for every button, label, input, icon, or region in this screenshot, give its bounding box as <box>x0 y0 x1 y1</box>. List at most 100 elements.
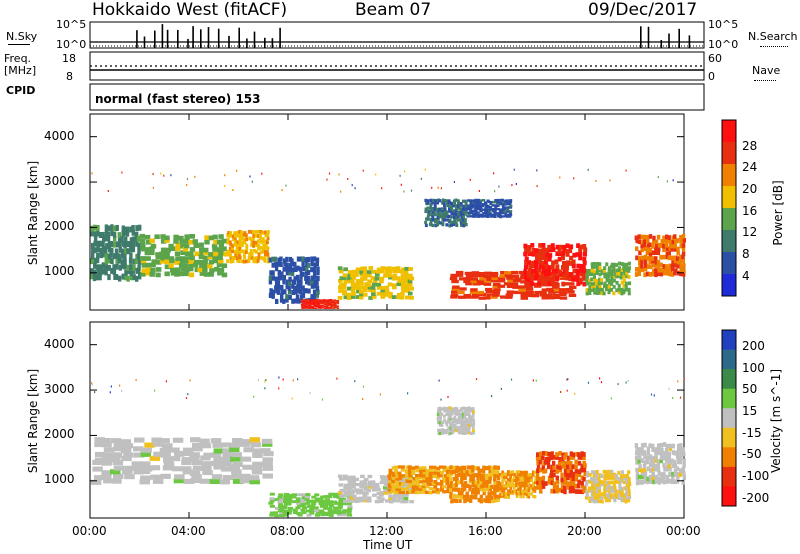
heatmap-cell <box>273 256 278 262</box>
noise-bar-9 <box>207 27 210 48</box>
heatmap-cell <box>534 248 539 253</box>
heatmap-cell <box>445 476 450 480</box>
heatmap-cell <box>577 472 582 477</box>
heatmap-cell <box>585 281 589 286</box>
heatmap-cell <box>391 466 396 470</box>
heatmap-cell <box>333 300 337 302</box>
heatmap-cell <box>640 474 644 480</box>
heatmap-cell <box>436 209 440 213</box>
heatmap-region-9 <box>523 243 588 287</box>
heatmap-cell <box>651 463 655 468</box>
heatmap-cell <box>477 206 481 209</box>
heatmap-cell <box>569 461 573 466</box>
heatmap-cell <box>568 481 572 487</box>
heatmap-cell <box>243 447 254 453</box>
heatmap-cell <box>309 303 312 306</box>
heatmap-cell <box>162 443 173 449</box>
heatmap-cell <box>524 478 527 483</box>
heatmap-cell <box>115 225 119 231</box>
heatmap-cell <box>466 472 470 477</box>
heatmap-cell <box>439 471 444 475</box>
heatmap-cell <box>662 254 666 260</box>
heatmap-cell <box>140 451 151 457</box>
heatmap-cell <box>469 415 473 419</box>
heatmap-cell <box>472 204 476 208</box>
heatmap-cell <box>101 470 112 476</box>
heatmap-cell <box>120 236 124 243</box>
heatmap-cell <box>675 454 680 460</box>
heatmap-cell <box>488 479 492 484</box>
heatmap-cell <box>337 474 343 478</box>
heatmap-cell <box>449 490 453 495</box>
heatmap-cell <box>575 451 579 457</box>
heatmap-cell <box>463 481 468 486</box>
heatmap-cell <box>90 479 102 485</box>
heatmap-cell <box>347 486 353 490</box>
heatmap-cell <box>240 243 244 248</box>
heatmap-cell <box>303 304 306 306</box>
heatmap-cell <box>404 285 410 289</box>
heatmap-cell <box>673 459 677 465</box>
heatmap-cell <box>233 242 237 247</box>
heatmap-cell <box>90 268 94 275</box>
heatmap-cell <box>569 244 574 250</box>
heatmap-cell <box>465 497 470 502</box>
heatmap-cell <box>638 260 642 266</box>
heatmap-cell <box>531 248 536 253</box>
heatmap-cell <box>109 251 113 258</box>
heatmap-cell <box>269 513 275 517</box>
heatmap-cell <box>409 286 414 291</box>
heatmap-cell <box>472 215 476 218</box>
heatmap-cell <box>536 452 540 457</box>
heatmap-cell <box>452 285 460 289</box>
heatmap-cell <box>204 235 210 240</box>
heatmap-cell <box>336 302 340 305</box>
heatmap-cell <box>659 262 663 268</box>
heatmap-cell <box>351 292 356 296</box>
heatmap-cell <box>236 249 240 253</box>
heatmap-cell <box>394 465 399 469</box>
heatmap-cell <box>615 268 619 273</box>
heatmap-cell <box>664 264 669 269</box>
heatmap-cell <box>593 486 597 490</box>
heatmap-cell <box>595 262 599 266</box>
heatmap-cell <box>345 493 351 497</box>
heatmap-cell <box>460 215 464 219</box>
heatmap-cell <box>254 234 258 238</box>
heatmap-cell <box>262 457 273 463</box>
heatmap-cell <box>468 426 471 430</box>
heatmap-cell <box>622 283 626 288</box>
heatmap-cell <box>124 229 128 236</box>
heatmap-cell <box>613 493 617 497</box>
heatmap-cell <box>534 480 537 485</box>
heatmap-cell <box>310 302 314 304</box>
heatmap-cell <box>450 201 453 205</box>
heatmap-cell <box>170 270 177 276</box>
heatmap-cell <box>503 472 506 476</box>
heatmap-cell <box>488 212 492 215</box>
heatmap-cell <box>459 413 463 417</box>
heatmap-cell <box>465 407 469 411</box>
heatmap-cell <box>465 470 469 475</box>
heatmap-cell <box>273 511 279 515</box>
heatmap-cell <box>325 304 329 307</box>
heatmap-cell <box>590 498 594 503</box>
heatmap-cell <box>578 247 583 253</box>
heatmap-cell <box>635 267 639 272</box>
heatmap-cell <box>511 481 515 485</box>
heatmap-cell <box>507 492 510 497</box>
heatmap-cell <box>582 244 587 249</box>
heatmap-cell <box>315 261 319 267</box>
heatmap-cell <box>351 285 357 290</box>
heatmap-cell <box>168 256 175 261</box>
heatmap-speck <box>261 172 263 175</box>
heatmap-cell <box>266 259 270 264</box>
heatmap-cell <box>530 281 535 286</box>
heatmap-cell <box>580 483 585 489</box>
heatmap-cell <box>596 267 600 272</box>
heatmap-cell <box>657 247 661 252</box>
heatmap-cell <box>261 247 265 251</box>
heatmap-cell <box>607 469 611 474</box>
heatmap-speck <box>189 379 191 382</box>
heatmap-cell <box>347 504 353 508</box>
